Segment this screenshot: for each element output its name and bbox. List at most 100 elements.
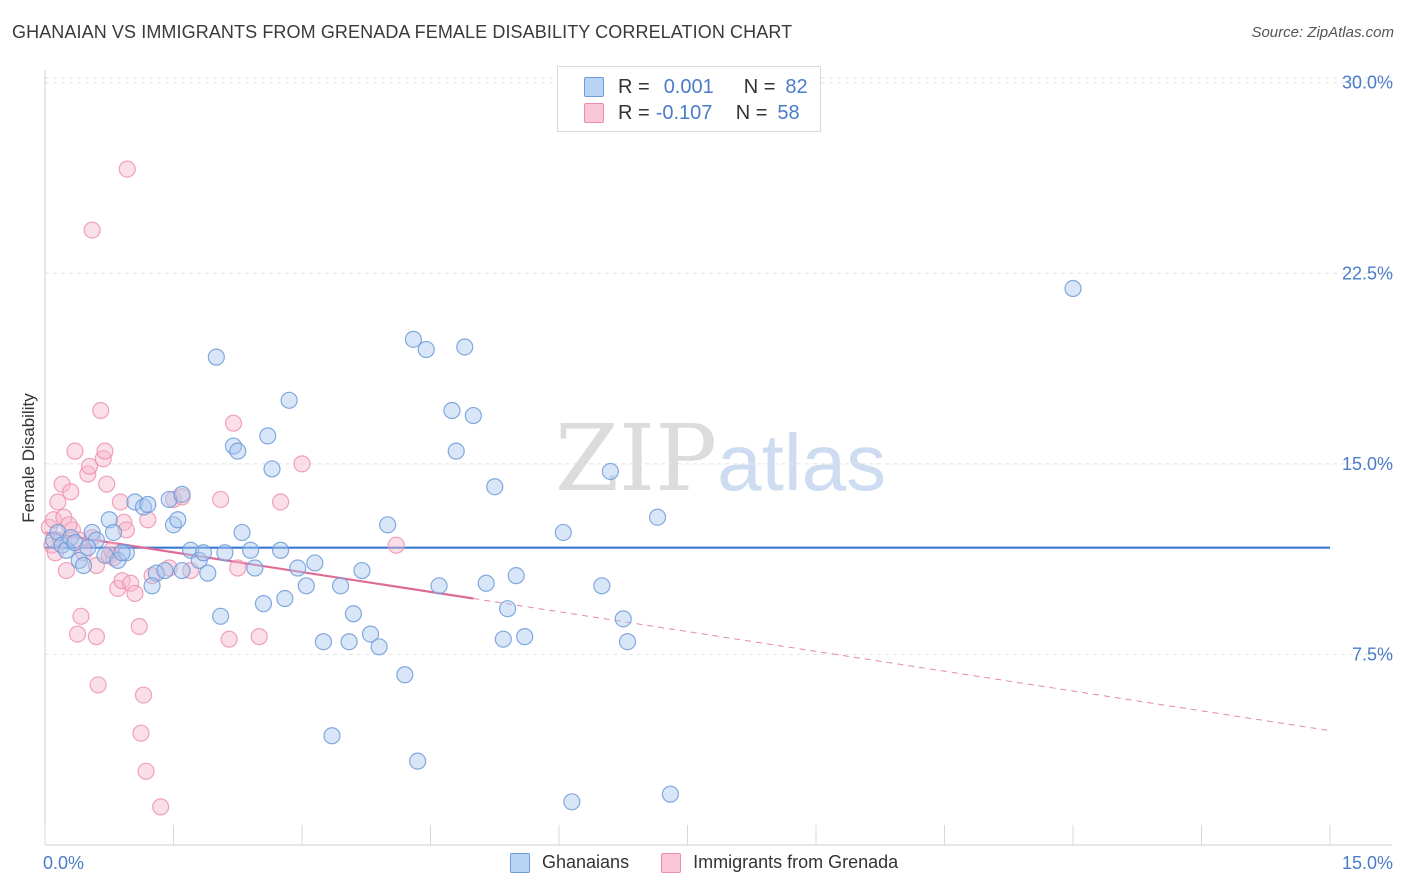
data-point-ghanaians bbox=[280, 391, 298, 409]
legend-swatch-pink bbox=[661, 852, 682, 873]
data-point-grenada bbox=[134, 686, 153, 704]
correlation-legend: R = 0.001 N = 82 R = -0.107 N = 58 bbox=[557, 66, 821, 132]
data-point-grenada bbox=[92, 401, 110, 420]
data-point-grenada bbox=[44, 511, 63, 529]
data-point-ghanaians bbox=[96, 546, 114, 564]
data-point-ghanaians bbox=[331, 577, 350, 595]
data-point-ghanaians bbox=[353, 561, 371, 580]
y-axis-label: Female Disability bbox=[19, 393, 38, 523]
data-point-ghanaians bbox=[74, 556, 93, 575]
data-point-grenada bbox=[89, 676, 107, 694]
legend-swatch-blue bbox=[510, 852, 530, 873]
data-point-ghanaians bbox=[49, 523, 67, 542]
data-point-ghanaians bbox=[207, 348, 225, 366]
data-point-ghanaians bbox=[306, 554, 324, 572]
data-point-ghanaians bbox=[601, 462, 620, 481]
data-point-ghanaians bbox=[156, 561, 174, 580]
data-point-ghanaians bbox=[229, 442, 247, 460]
data-point-ghanaians bbox=[618, 633, 637, 651]
data-point-ghanaians bbox=[404, 330, 422, 348]
data-point-ghanaians bbox=[456, 338, 474, 356]
data-point-ghanaians bbox=[297, 577, 315, 595]
data-point-grenada bbox=[224, 414, 243, 432]
data-point-ghanaians bbox=[104, 523, 123, 542]
data-point-ghanaians bbox=[117, 544, 135, 562]
source-label: Source: ZipAtlas.com bbox=[1251, 24, 1394, 41]
data-point-ghanaians bbox=[143, 577, 161, 595]
data-point-grenada bbox=[57, 561, 76, 580]
legend-n-value: 82 bbox=[785, 75, 808, 98]
data-point-ghanaians bbox=[169, 511, 187, 529]
data-point-ghanaians bbox=[499, 600, 517, 618]
data-point-ghanaians bbox=[370, 638, 388, 656]
data-point-ghanaians bbox=[417, 340, 435, 359]
data-point-ghanaians bbox=[173, 561, 191, 580]
data-point-ghanaians bbox=[1064, 279, 1082, 298]
data-point-grenada bbox=[126, 584, 144, 603]
data-point-ghanaians bbox=[464, 406, 482, 425]
legend-n-label: N = bbox=[735, 101, 768, 124]
data-point-grenada bbox=[387, 536, 405, 554]
tick-labels: 7.5% 15.0% 22.5% 30.0% 0.0% 15.0% bbox=[43, 73, 1393, 873]
data-point-grenada bbox=[66, 442, 84, 460]
data-point-grenada bbox=[49, 493, 67, 511]
data-point-ghanaians bbox=[233, 523, 251, 542]
data-point-ghanaians bbox=[199, 564, 217, 582]
data-point-grenada bbox=[80, 457, 99, 475]
series-ghanaians-points bbox=[44, 279, 1082, 811]
data-point-grenada bbox=[96, 442, 114, 460]
data-point-ghanaians bbox=[494, 630, 512, 648]
data-point-ghanaians bbox=[323, 727, 341, 745]
data-point-ghanaians bbox=[254, 595, 273, 613]
data-point-grenada bbox=[111, 493, 129, 511]
data-point-ghanaians bbox=[516, 628, 534, 646]
data-point-ghanaians bbox=[113, 544, 131, 562]
data-point-ghanaians bbox=[340, 633, 358, 651]
legend-item-grenada: Immigrants from Grenada bbox=[661, 852, 898, 873]
data-point-ghanaians bbox=[396, 666, 414, 684]
data-point-ghanaians bbox=[271, 541, 290, 559]
legend-label-ghanaians: Ghanaians bbox=[542, 852, 630, 872]
data-point-ghanaians bbox=[593, 577, 611, 595]
legend-n-value: 58 bbox=[777, 101, 800, 124]
chart-title: GHANAIAN VS IMMIGRANTS FROM GRENADA FEMA… bbox=[12, 22, 793, 42]
data-point-grenada bbox=[72, 607, 90, 625]
data-point-grenada bbox=[83, 221, 101, 239]
data-point-ghanaians bbox=[477, 574, 495, 592]
data-point-grenada bbox=[271, 493, 290, 511]
data-point-grenada bbox=[118, 160, 136, 178]
legend-swatch-blue bbox=[584, 77, 604, 97]
data-point-ghanaians bbox=[361, 625, 380, 643]
data-point-ghanaians bbox=[246, 559, 264, 577]
data-point-grenada bbox=[98, 475, 116, 493]
data-point-ghanaians bbox=[314, 633, 333, 651]
data-point-ghanaians bbox=[409, 752, 427, 770]
data-point-grenada bbox=[117, 521, 135, 539]
data-point-ghanaians bbox=[263, 460, 281, 478]
data-point-ghanaians bbox=[443, 401, 461, 420]
data-point-ghanaians bbox=[160, 490, 178, 509]
data-point-ghanaians bbox=[79, 539, 97, 557]
x-tick-label: 0.0% bbox=[43, 853, 84, 873]
watermark-zip: ZIP bbox=[555, 405, 718, 512]
legend-item-ghanaians: Ghanaians bbox=[510, 852, 629, 873]
y-tick-label: 7.5% bbox=[1352, 644, 1393, 664]
x-tick-label: 15.0% bbox=[1342, 853, 1393, 873]
data-point-ghanaians bbox=[507, 567, 525, 585]
data-point-ghanaians bbox=[276, 589, 294, 608]
data-point-ghanaians bbox=[212, 607, 230, 625]
data-point-ghanaians bbox=[66, 534, 84, 552]
series-legend: Ghanaians Immigrants from Grenada bbox=[510, 852, 930, 873]
data-point-grenada bbox=[68, 625, 87, 643]
data-point-ghanaians bbox=[289, 559, 307, 577]
data-point-ghanaians bbox=[194, 544, 213, 562]
data-point-ghanaians bbox=[447, 442, 465, 460]
data-point-ghanaians bbox=[139, 495, 157, 514]
data-point-grenada bbox=[87, 628, 106, 646]
watermark: ZIPatlas bbox=[555, 405, 886, 512]
data-point-grenada bbox=[62, 483, 80, 501]
data-point-ghanaians bbox=[242, 541, 260, 559]
data-point-ghanaians bbox=[173, 485, 191, 503]
legend-swatch-pink bbox=[584, 103, 604, 123]
legend-row-grenada: R = -0.107 N = 58 bbox=[584, 101, 800, 125]
